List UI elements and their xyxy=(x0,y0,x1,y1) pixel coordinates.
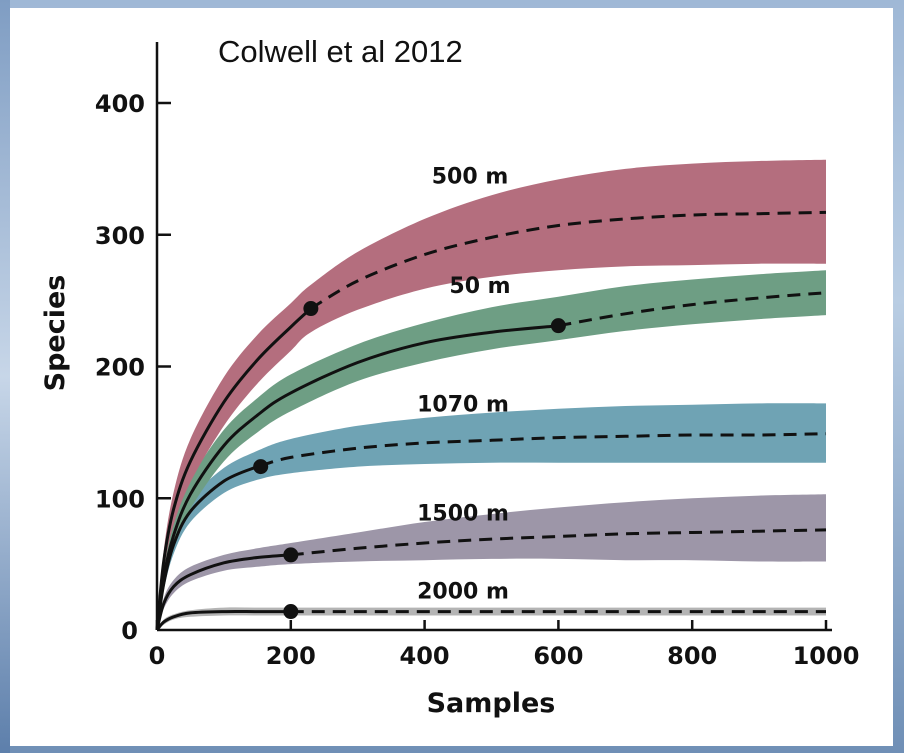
series-labels: 500 m 50 m 1070 m 1500 m 2000 m xyxy=(417,164,511,604)
y-tick-label: 400 xyxy=(95,90,145,118)
band-500m xyxy=(157,159,826,630)
line-observed-500m xyxy=(155,307,312,631)
x-tick-label: 800 xyxy=(667,642,717,670)
observed-points xyxy=(253,301,566,620)
series-label-2000m: 2000 m xyxy=(417,579,509,604)
x-tick-label: 400 xyxy=(400,642,450,670)
line-extrapolated-1070m xyxy=(260,432,827,468)
line-extrapolated-50m xyxy=(558,291,827,328)
line-observed-1500m xyxy=(155,553,291,631)
y-tick-label: 0 xyxy=(121,617,138,645)
series-label-1500m: 1500 m xyxy=(417,502,509,527)
band-50m xyxy=(157,270,826,630)
x-tick-label: 200 xyxy=(266,642,316,670)
observed-point-500m xyxy=(303,301,319,317)
y-axis-title: Species xyxy=(40,275,71,392)
line-observed-50m xyxy=(155,324,559,631)
band-1070m xyxy=(157,403,826,630)
line-observed-2000m xyxy=(155,609,291,631)
background-edge xyxy=(0,0,10,753)
x-tick-label: 1000 xyxy=(793,642,860,670)
y-tick-label: 200 xyxy=(95,354,145,382)
observed-point-2000m xyxy=(283,604,299,620)
observed-point-50m xyxy=(550,318,566,334)
observed-point-1070m xyxy=(253,459,269,475)
x-tick-label: 0 xyxy=(149,642,166,670)
series-lines xyxy=(155,210,827,631)
line-extrapolated-500m xyxy=(310,210,827,310)
chart-title: Colwell et al 2012 xyxy=(218,34,463,69)
series-label-50m: 50 m xyxy=(449,274,510,299)
x-axis-title: Samples xyxy=(427,688,556,719)
y-tick-label: 100 xyxy=(95,485,145,513)
band-1500m xyxy=(157,494,826,630)
y-tick-label: 300 xyxy=(95,222,145,250)
series-label-500m: 500 m xyxy=(432,164,509,189)
x-tick-label: 600 xyxy=(533,642,583,670)
series-label-1070m: 1070 m xyxy=(417,392,509,417)
axes: 0 200 400 600 800 1000 0 100 200 300 400 xyxy=(95,42,860,670)
observed-point-1500m xyxy=(283,547,299,563)
line-extrapolated-1500m xyxy=(290,528,827,557)
